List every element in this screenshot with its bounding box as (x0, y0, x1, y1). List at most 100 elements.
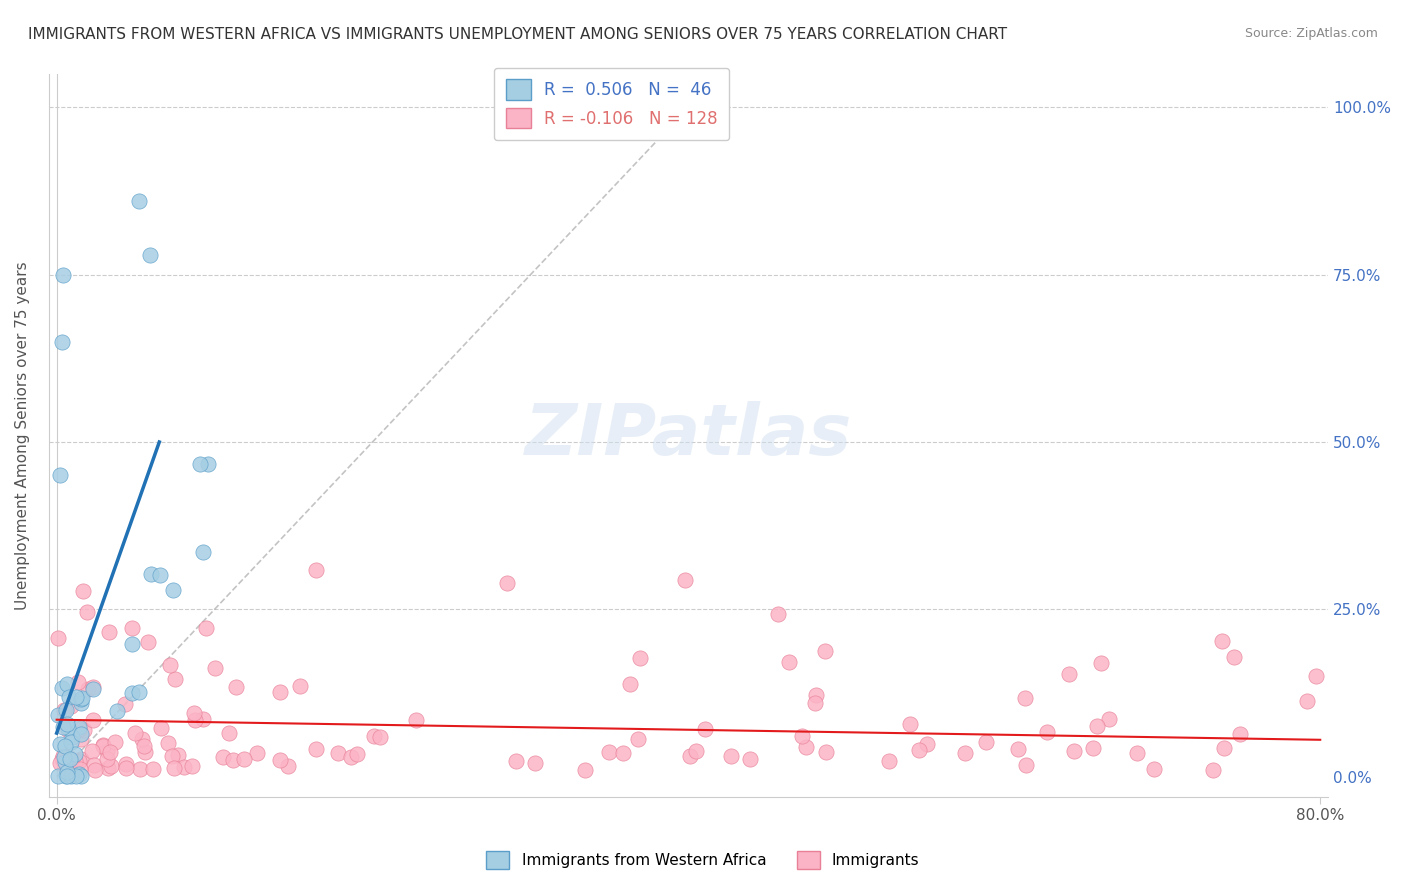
Point (84, 763, 107, 777)
Point (1098, 712, 1121, 726)
Point (804, 688, 827, 702)
Point (523, 756, 546, 771)
Point (56, 716, 79, 731)
Point (53, 750, 76, 764)
Point (1081, 741, 1104, 756)
Point (60, 735, 83, 749)
Point (98, 745, 121, 759)
Point (363, 729, 385, 743)
Point (173, 760, 195, 774)
Legend: R =  0.506   N =  46, R = -0.106   N = 128: R = 0.506 N = 46, R = -0.106 N = 128 (494, 68, 730, 140)
Point (53, 739, 76, 754)
Point (142, 762, 165, 776)
Point (76, 605, 98, 619)
Point (1059, 667, 1081, 681)
Point (104, 735, 127, 749)
Point (56, 769, 79, 783)
Point (105, 704, 128, 718)
Point (225, 680, 247, 694)
Point (619, 677, 641, 691)
Point (277, 759, 299, 773)
Point (69, 731, 91, 746)
Text: Source: ZipAtlas.com: Source: ZipAtlas.com (1244, 27, 1378, 40)
Point (1063, 744, 1085, 758)
Point (69, 696, 91, 710)
Point (1090, 657, 1112, 671)
Point (52, 268, 75, 282)
Point (55, 759, 77, 773)
Point (56, 677, 79, 691)
Point (77, 682, 100, 697)
Point (496, 576, 519, 591)
Point (56, 764, 79, 779)
Point (98, 625, 121, 640)
Point (55, 703, 77, 717)
Point (232, 751, 254, 765)
Point (82, 681, 104, 696)
Point (82, 713, 104, 727)
Point (628, 651, 651, 665)
Point (193, 713, 215, 727)
Point (1202, 763, 1225, 777)
Point (51, 334, 73, 349)
Point (65, 755, 87, 769)
Point (790, 729, 813, 743)
Point (1229, 727, 1251, 741)
Point (794, 740, 817, 755)
Point (768, 607, 790, 622)
Point (505, 754, 527, 768)
Point (134, 739, 156, 753)
Point (1305, 669, 1327, 683)
Point (58, 752, 80, 766)
Point (121, 637, 143, 651)
Point (148, 568, 170, 582)
Point (55, 769, 77, 783)
Point (91, 739, 114, 754)
Point (695, 723, 717, 737)
Point (65, 690, 87, 704)
Point (191, 545, 214, 559)
Point (70, 752, 93, 766)
Point (96, 744, 118, 758)
Point (288, 679, 311, 693)
Point (63, 747, 86, 761)
Point (339, 750, 361, 764)
Point (211, 749, 233, 764)
Point (114, 757, 136, 772)
Point (82, 681, 104, 695)
Point (163, 761, 186, 775)
Point (188, 457, 211, 471)
Point (269, 753, 291, 767)
Point (51, 752, 73, 766)
Point (167, 748, 190, 763)
Point (66, 675, 89, 690)
Point (917, 737, 939, 751)
Point (814, 745, 837, 759)
Point (598, 745, 620, 759)
Point (218, 726, 240, 740)
Point (73, 723, 96, 738)
Point (49, 756, 72, 770)
Point (740, 752, 762, 766)
Point (685, 744, 707, 758)
Point (305, 741, 328, 756)
Point (368, 731, 391, 745)
Point (128, 762, 150, 776)
Point (70, 727, 93, 741)
Point (814, 644, 837, 658)
Point (204, 661, 226, 675)
Point (1007, 742, 1029, 756)
Point (56, 723, 79, 737)
Point (72, 584, 94, 599)
Point (70, 691, 93, 706)
Point (52, 752, 75, 766)
Point (139, 247, 162, 261)
Point (1211, 634, 1233, 648)
Point (720, 748, 742, 763)
Y-axis label: Unemployment Among Seniors over 75 years: Unemployment Among Seniors over 75 years (15, 261, 30, 609)
Point (100, 759, 122, 773)
Point (114, 761, 136, 775)
Text: IMMIGRANTS FROM WESTERN AFRICA VS IMMIGRANTS UNEMPLOYMENT AMONG SENIORS OVER 75 : IMMIGRANTS FROM WESTERN AFRICA VS IMMIGR… (28, 27, 1007, 42)
Point (1126, 747, 1149, 761)
Point (53, 755, 76, 769)
